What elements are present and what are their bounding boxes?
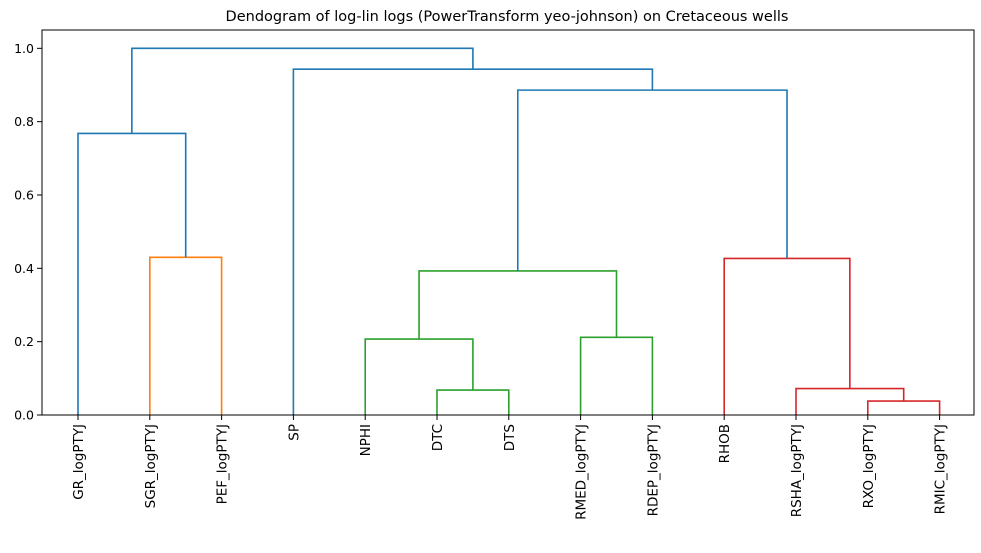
y-tick-label: 0.2 <box>14 334 34 349</box>
link-c4 <box>579 336 654 415</box>
link-c12 <box>131 47 474 134</box>
leaf-label-rxo-logptyj: RXO_logPTYJ <box>861 424 877 508</box>
leaf-label-rmic-logptyj: RMIC_logPTYJ <box>933 424 949 514</box>
leaf-label-rmed-logptyj: RMED_logPTYJ <box>574 424 590 520</box>
chart-title: Dendogram of log-lin logs (PowerTransfor… <box>226 9 789 25</box>
y-tick-label: 0.4 <box>14 261 34 276</box>
leaf-label-gr-logptyj: GR_logPTYJ <box>71 424 87 500</box>
y-tick-label: 0.8 <box>14 114 34 129</box>
link-c2 <box>436 389 510 415</box>
link-c5 <box>418 270 618 340</box>
link-c3 <box>364 338 474 415</box>
leaf-label-dtc: DTC <box>430 424 446 451</box>
y-tick-label: 0.6 <box>14 188 34 203</box>
leaf-label-rdep-logptyj: RDEP_logPTYJ <box>645 424 661 516</box>
leaf-label-rsha-logptyj: RSHA_logPTYJ <box>789 424 805 517</box>
link-c10 <box>516 89 788 271</box>
link-c1 <box>149 256 223 415</box>
y-axis: 0.0 0.2 0.4 0.6 0.8 1.0 <box>14 41 42 423</box>
x-axis: GR_logPTYJ SGR_logPTYJ PEF_logPTYJ SP NPHI DT… <box>71 415 949 520</box>
leaf-label-nphi: NPHI <box>358 424 374 456</box>
dendrogram-links <box>77 47 941 415</box>
y-tick-label: 0.0 <box>14 408 34 423</box>
leaf-label-rhob: RHOB <box>717 424 733 463</box>
link-c8 <box>723 257 851 415</box>
plot-frame <box>41 29 975 416</box>
link-c6 <box>867 400 941 415</box>
link-c9 <box>77 132 187 415</box>
leaf-label-sp: SP <box>286 424 302 441</box>
leaf-label-sgr-logptyj: SGR_logPTYJ <box>143 424 159 508</box>
y-tick-label: 1.0 <box>14 41 34 56</box>
leaf-label-dts: DTS <box>502 424 518 451</box>
leaf-label-pef-logptyj: PEF_logPTYJ <box>215 424 231 504</box>
